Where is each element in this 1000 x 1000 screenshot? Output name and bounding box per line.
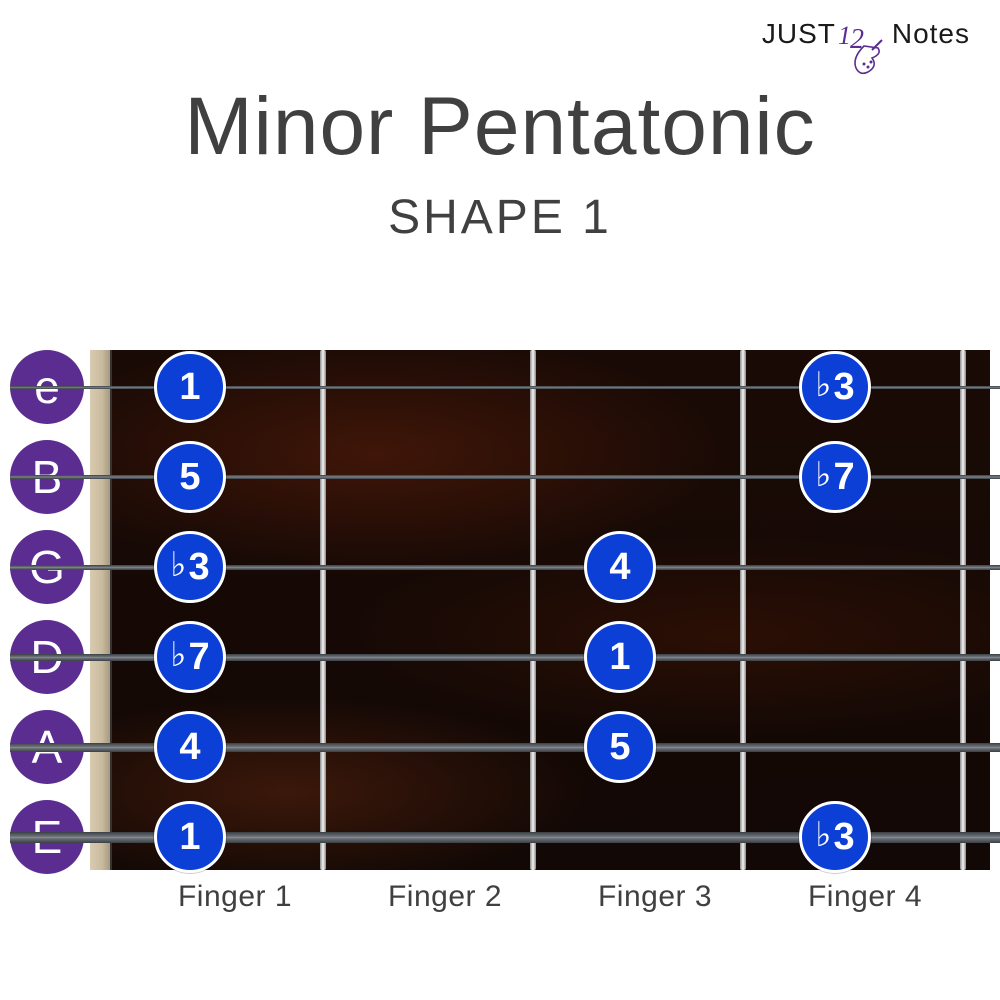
note-dot: 4 <box>154 711 226 783</box>
note-dot: 4 <box>584 531 656 603</box>
note-interval: 1 <box>179 816 200 859</box>
note-interval: 7 <box>833 456 854 499</box>
note-dot: ♭3 <box>799 801 871 873</box>
logo-text-left: JUST <box>762 18 836 50</box>
finger-label-1: Finger 1 <box>145 880 325 914</box>
finger-label-2: Finger 2 <box>355 880 535 914</box>
note-dot: 1 <box>154 801 226 873</box>
note-interval: 4 <box>609 546 630 589</box>
finger-labels-row: Finger 1 Finger 2 Finger 3 Finger 4 <box>90 880 990 920</box>
note-dot: 1 <box>584 621 656 693</box>
note-interval: 4 <box>179 726 200 769</box>
fret-wire-4 <box>960 350 966 870</box>
page-subtitle: SHAPE 1 <box>0 190 1000 245</box>
nut <box>90 350 112 870</box>
note-dot: 5 <box>154 441 226 513</box>
svg-text:2: 2 <box>850 24 864 55</box>
logo-text-right: Notes <box>892 18 970 50</box>
fret-wire-1 <box>320 350 326 870</box>
note-interval: 1 <box>609 636 630 679</box>
flat-symbol: ♭ <box>815 365 831 405</box>
fret-wire-3 <box>740 350 746 870</box>
note-dot: ♭3 <box>799 351 871 423</box>
flat-symbol: ♭ <box>170 545 186 585</box>
note-dot: ♭3 <box>154 531 226 603</box>
note-dot: 5 <box>584 711 656 783</box>
fret-wire-2 <box>530 350 536 870</box>
fretboard-wood <box>112 350 990 870</box>
page: JUST 1 2 Notes Minor Pentatonic SHAPE 1 … <box>0 0 1000 1000</box>
flat-symbol: ♭ <box>815 455 831 495</box>
fretboard-diagram: eBGDAE 1♭35♭7♭34♭71451♭3 Finger 1Finger … <box>10 340 990 910</box>
note-interval: 1 <box>179 366 200 409</box>
note-dot: 1 <box>154 351 226 423</box>
finger-label-4: Finger 4 <box>775 880 955 914</box>
logo-guitar-icon: 1 2 <box>838 18 886 78</box>
note-interval: 3 <box>833 366 854 409</box>
note-interval: 5 <box>609 726 630 769</box>
page-title: Minor Pentatonic <box>0 80 1000 174</box>
fretboard: 1♭35♭7♭34♭71451♭3 <box>90 350 990 870</box>
note-interval: 7 <box>188 636 209 679</box>
string-labels-column: eBGDAE <box>10 340 90 880</box>
note-interval: 5 <box>179 456 200 499</box>
note-interval: 3 <box>188 546 209 589</box>
brand-logo: JUST 1 2 Notes <box>762 18 970 78</box>
finger-label-3: Finger 3 <box>565 880 745 914</box>
flat-symbol: ♭ <box>170 635 186 675</box>
note-dot: ♭7 <box>799 441 871 513</box>
flat-symbol: ♭ <box>815 815 831 855</box>
note-dot: ♭7 <box>154 621 226 693</box>
note-interval: 3 <box>833 816 854 859</box>
